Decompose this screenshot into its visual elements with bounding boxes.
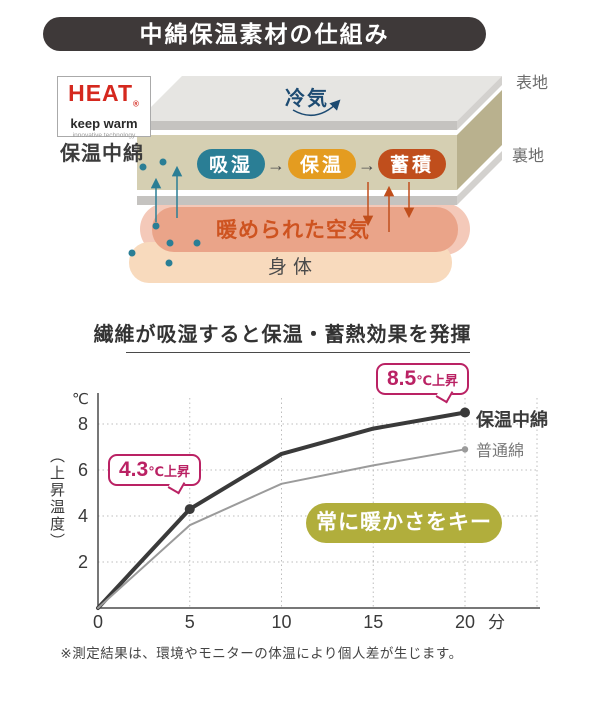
chart-title-underline [126,352,470,353]
callout-8-5: 8.5℃上昇 [376,363,469,395]
y-axis-label: （上昇温度） [48,448,65,550]
x-tick-label: 5 [185,612,195,632]
x-tick-label: 10 [271,612,291,632]
step-absorb-label: 吸湿 [209,154,253,176]
data-point-marker [461,446,469,453]
heat-logo-tagline: innovative technology [72,131,136,139]
series-line-保温中綿 [96,410,467,610]
y-tick-label: 6 [78,460,88,480]
chart-title: 繊維が吸湿すると保温・蓄熱効果を発揮 [93,324,472,346]
padding-label: 保温中綿 [59,141,144,165]
cold-air-label: 冷気 [285,86,329,110]
x-axis-unit: 分 [488,613,505,632]
x-tick-label: 0 [93,612,103,632]
chart-axes [97,393,540,609]
warm-air-blob [152,207,458,252]
callout-8-5-suffix: ℃上昇 [416,373,458,388]
x-tick-label: 20 [455,612,475,632]
page-title: 中綿保温素材の仕組み [43,17,486,51]
step-retain-label: 保温 [299,153,344,176]
x-tick-label: 15 [363,612,383,632]
moisture-dots [128,158,201,267]
outer-fabric-side-face [457,76,502,130]
step-absorb-pill [197,149,265,179]
body-blob [129,242,452,283]
heat-logo-subtitle: keep warm [70,115,138,131]
heat-logo: HEAT® keep warm innovative technology [57,76,151,139]
insulation-diagram: 冷気 吸湿 → 保温 → 蓄積 表地 裏地 保温中綿 暖められた空気 身体 [59,74,548,283]
cold-air-deflect-arrow [292,99,341,117]
data-point-marker [460,407,470,418]
y-tick-label: 4 [78,506,88,526]
lining-label: 裏地 [512,146,544,165]
warmed-air-label: 暖められた空気 [216,218,370,242]
outer-fabric-label: 表地 [516,74,548,92]
y-axis-unit: ℃ [72,391,89,408]
lining-side-face [457,151,502,205]
series-label-heat-padding: 保温中綿 [476,410,548,430]
series-line-普通綿 [97,448,466,609]
padding-side-face [457,90,502,190]
registered-mark-icon: ® [133,99,140,109]
step-store-label: 蓄積 [390,153,434,176]
outer-fabric-top-face [137,76,502,121]
measurement-note: ※測定結果は、環境やモニターの体温により個人差が生じます。 [60,646,463,661]
flow-arrow-icon: → [358,155,376,175]
y-tick-label: 2 [78,552,88,572]
outer-fabric-front-face [137,121,457,130]
body-label: 身体 [268,256,318,278]
flow-arrow-icon: → [267,155,285,175]
callout-4-3-value: 4.3 [119,458,149,481]
step-store-pill [378,149,446,179]
callout-8-5-value: 8.5 [387,367,417,390]
callout-4-3: 4.3℃上昇 [108,454,201,486]
step-retain-pill [288,149,356,179]
lining-front-face [137,196,457,205]
temperature-rise-chart: 2 4 6 8 0 5 10 15 20 分 ℃ [72,391,540,632]
data-point-marker [184,504,195,515]
heat-logo-wordmark: HEAT® [68,80,140,109]
series-label-normal-cotton: 普通綿 [476,443,525,460]
keep-warm-badge: 常に暖かさをキープ [306,503,502,574]
callout-4-3-suffix: ℃上昇 [148,464,190,479]
y-tick-label: 8 [78,414,88,434]
